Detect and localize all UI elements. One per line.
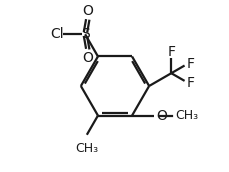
Text: S: S [80,27,89,41]
Text: CH₃: CH₃ [75,142,98,155]
Text: F: F [166,45,174,59]
Text: CH₃: CH₃ [175,109,198,122]
Text: O: O [82,51,93,64]
Text: F: F [186,76,194,90]
Text: F: F [186,57,194,71]
Text: O: O [156,109,167,123]
Text: Cl: Cl [50,27,64,41]
Text: O: O [82,4,93,18]
